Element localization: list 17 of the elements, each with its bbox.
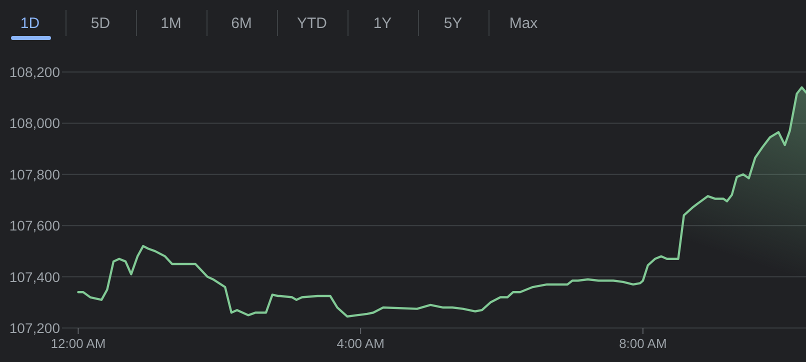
x-tick-label: 12:00 AM — [50, 336, 106, 351]
text: 1M — [160, 15, 182, 32]
text: YTD — [297, 15, 328, 32]
x-tick-label: 4:00 AM — [336, 336, 384, 351]
text: 1Y — [373, 15, 392, 32]
text: 6M — [231, 15, 252, 32]
y-tick-label: 108,200 — [9, 64, 60, 80]
text: 5Y — [444, 15, 462, 32]
y-tick-label: 107,600 — [9, 218, 60, 234]
x-tick-label: 8:00 AM — [619, 336, 667, 351]
y-tick-label: 108,000 — [9, 115, 60, 132]
text: 5D — [90, 15, 110, 32]
text: 1D — [20, 15, 40, 32]
y-tick-label: 107,400 — [9, 268, 60, 285]
y-tick-label: 107,200 — [9, 320, 60, 336]
text: Max — [509, 15, 538, 32]
y-tick-label: 107,800 — [9, 166, 60, 182]
